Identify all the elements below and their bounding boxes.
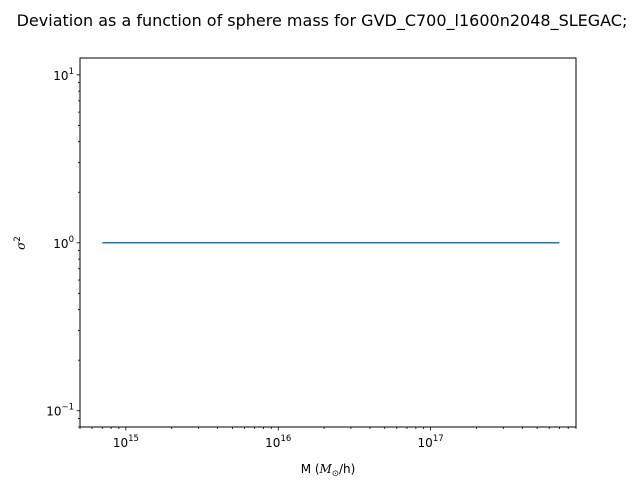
axes-frame — [79, 57, 577, 428]
x-axis-label-prefix: M ( — [301, 462, 320, 476]
x-axis-label-subscript: ⊙ — [332, 469, 339, 479]
y-axis-label-superscript: 2 — [13, 236, 23, 241]
y-axis-label: σ2 — [13, 236, 28, 250]
y-tick-label-0: 10−1 — [46, 403, 74, 419]
x-axis-label-symbol: M — [319, 462, 333, 476]
x-tick-label-0: 1015 — [113, 434, 139, 450]
y-axis-label-symbol: σ — [14, 241, 28, 250]
x-tick-label-1: 1016 — [265, 434, 291, 450]
x-axis-label-suffix: /h) — [339, 462, 355, 476]
x-axis-label: M (M⊙/h) — [301, 462, 356, 479]
y-tick-label-2: 101 — [53, 67, 74, 83]
chart-title: Deviation as a function of sphere mass f… — [17, 11, 628, 31]
x-tick-label-2: 1017 — [418, 434, 444, 450]
y-tick-label-1: 100 — [53, 235, 74, 251]
